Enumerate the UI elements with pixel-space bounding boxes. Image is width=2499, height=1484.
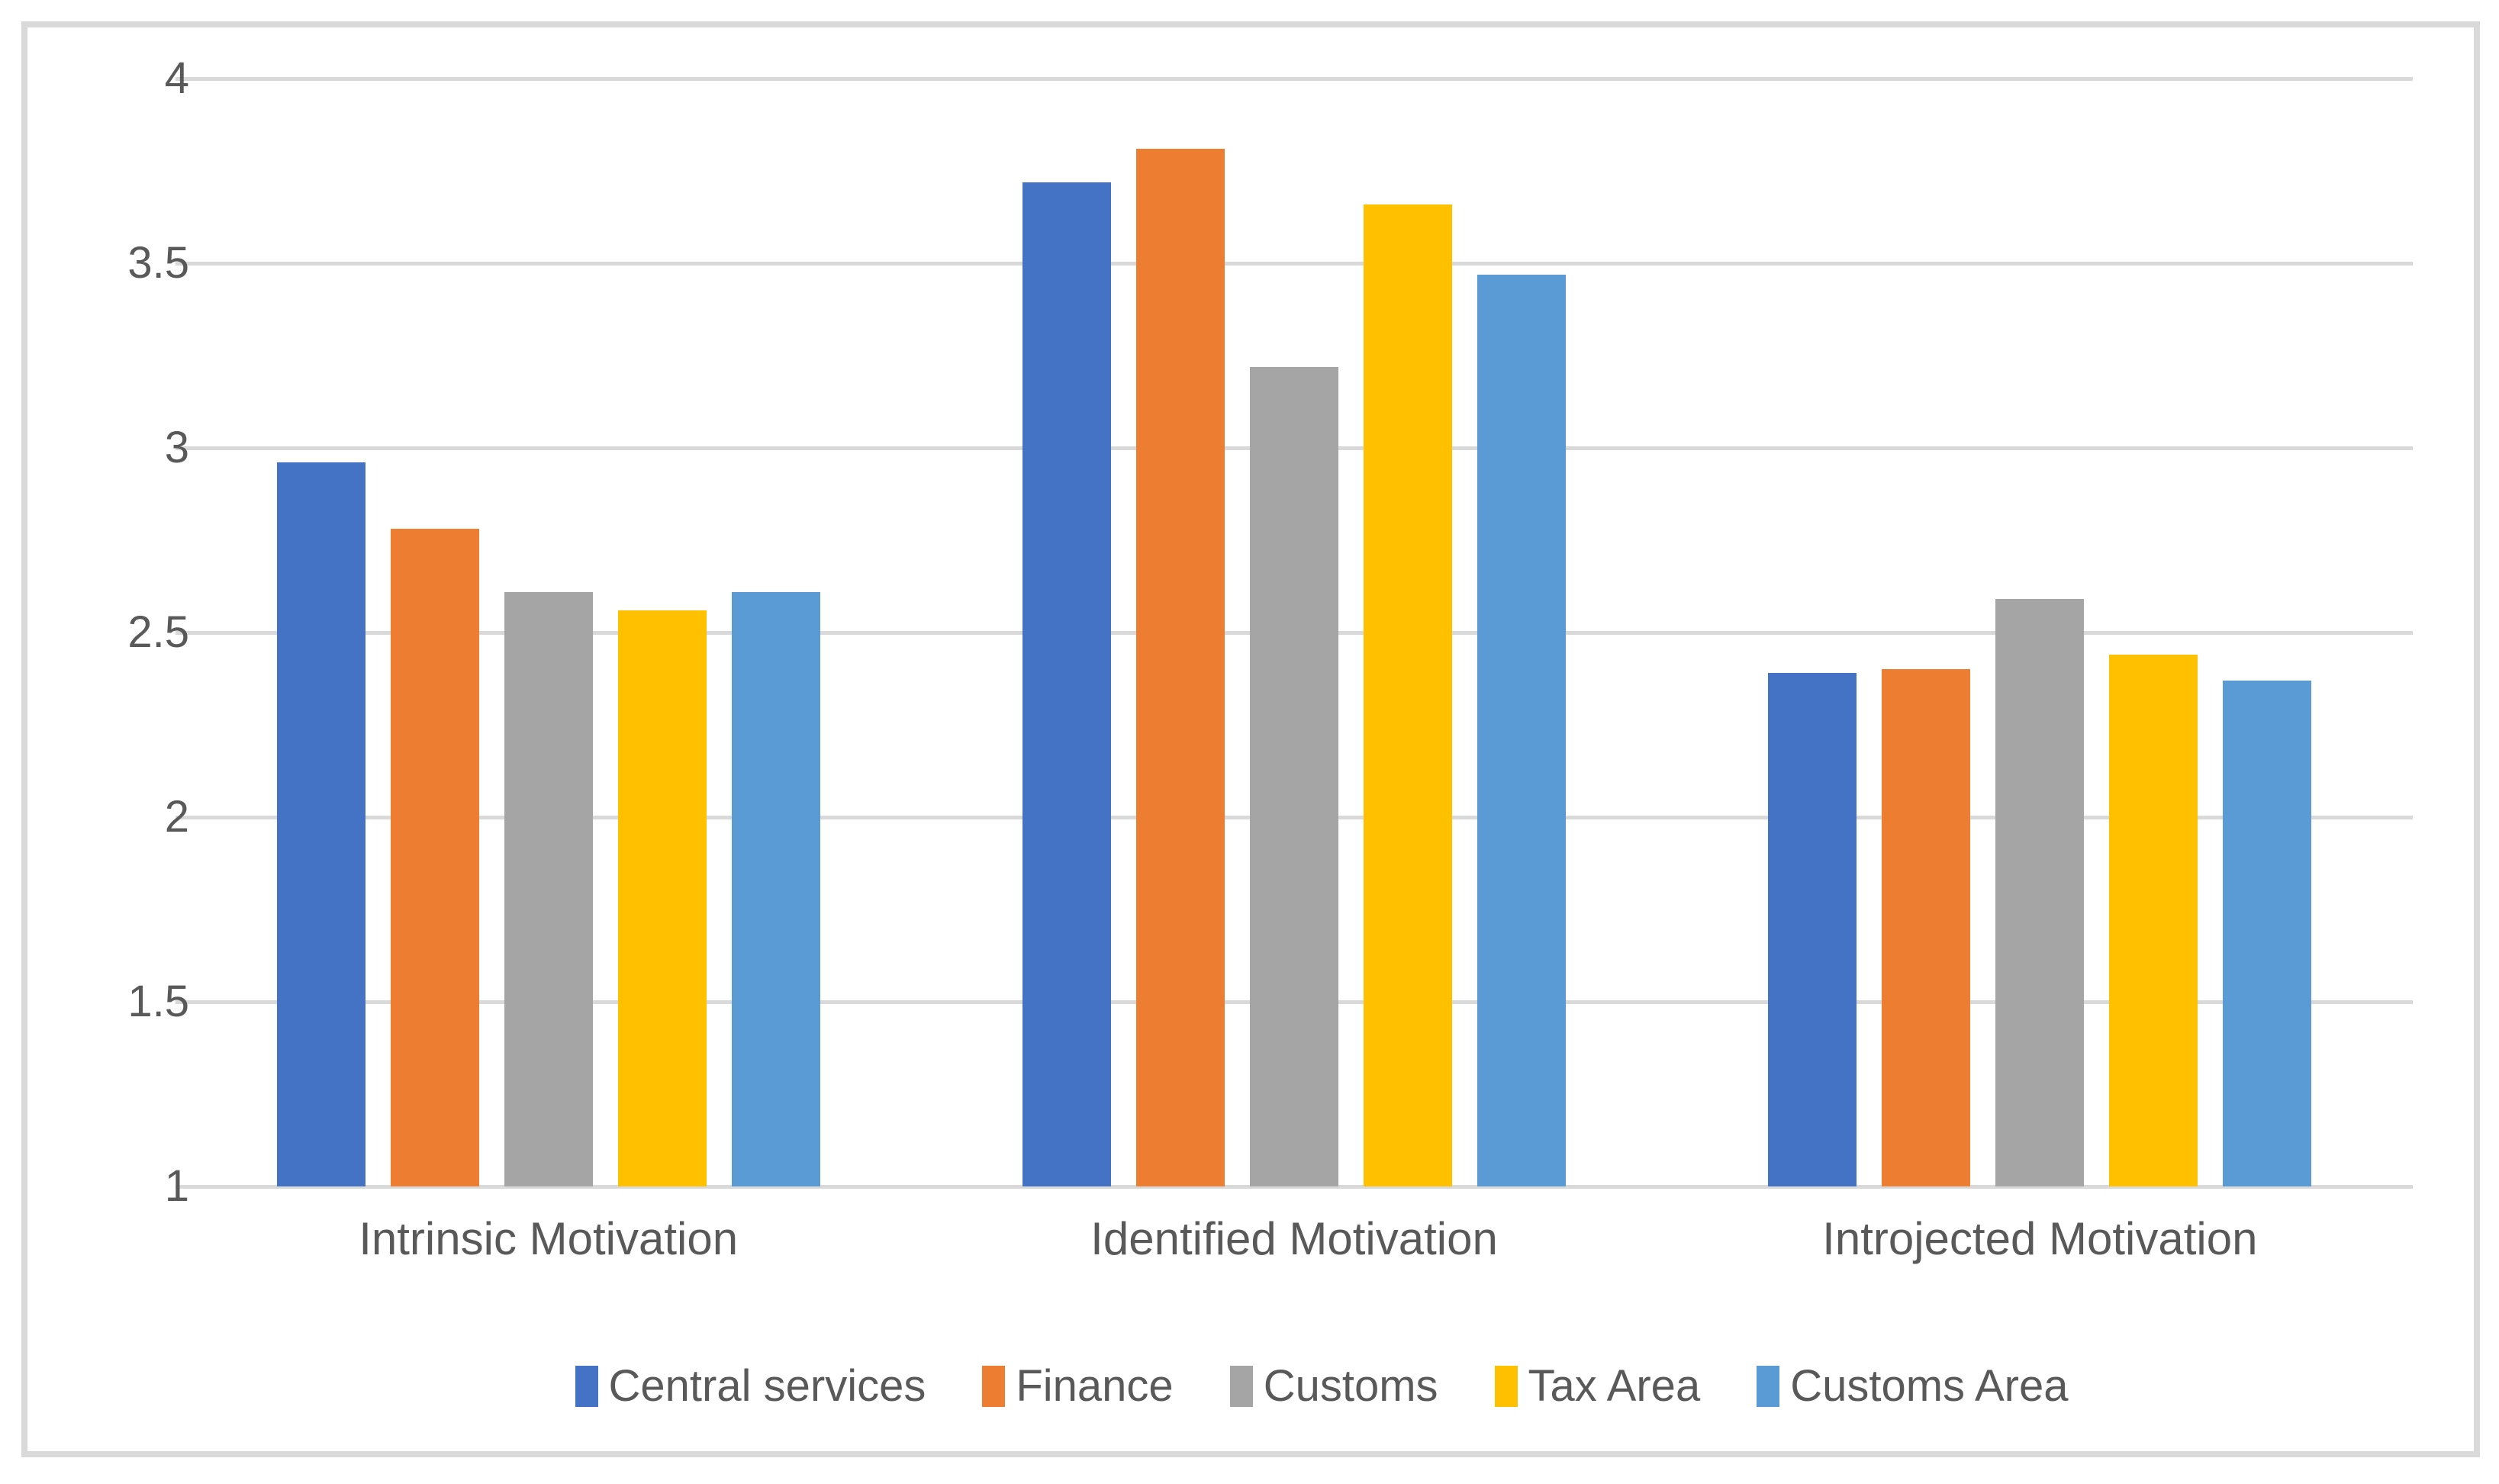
legend-label: Finance xyxy=(1016,1361,1174,1411)
bar xyxy=(1136,148,1225,1186)
bar xyxy=(1768,673,1857,1186)
legend-marker-icon xyxy=(575,1366,598,1407)
y-axis-tick-label: 2.5 xyxy=(127,607,189,657)
y-axis-tick-label: 2 xyxy=(164,792,189,842)
legend-item: Customs Area xyxy=(1757,1364,2068,1408)
legend-label: Customs xyxy=(1263,1361,1438,1411)
y-axis-tick-label: 4 xyxy=(164,53,189,103)
legend-marker-icon xyxy=(1229,1366,1253,1407)
bar xyxy=(276,462,366,1186)
legend-item: Customs xyxy=(1229,1361,1438,1411)
chart-card: 4 3.5 3 2.5 2 1.5 1 Intrinsic Motivation Identi… xyxy=(21,21,2480,1457)
bar xyxy=(2223,680,2312,1186)
bar xyxy=(504,591,593,1186)
legend-item: Central services xyxy=(575,1364,926,1408)
bar xyxy=(2109,655,2198,1186)
legend-marker-icon xyxy=(982,1366,1006,1407)
legend-label: Tax Area xyxy=(1528,1361,1701,1411)
gridline xyxy=(176,77,2413,81)
x-axis-category-label: Intrinsic Motivation xyxy=(359,1213,739,1264)
bar xyxy=(390,529,479,1186)
x-axis-category-label: Introjected Motivation xyxy=(1822,1213,2258,1264)
y-axis-tick-label: 1.5 xyxy=(127,977,189,1026)
legend-item: Finance xyxy=(982,1361,1174,1411)
bar xyxy=(1364,204,1452,1186)
legend-item: Tax Area xyxy=(1494,1361,1701,1411)
y-axis-tick-label: 3 xyxy=(164,423,189,472)
bar xyxy=(617,610,707,1186)
y-axis-tick-label: 1 xyxy=(164,1161,189,1211)
legend-marker-icon xyxy=(1494,1366,1518,1407)
legend-label: Customs Area xyxy=(1790,1361,2069,1411)
bar xyxy=(1882,669,1971,1186)
x-axis-category-label: Identified Motivation xyxy=(1090,1213,1498,1264)
legend: Central services Finance Customs Tax Area Cu… xyxy=(203,1364,2440,1408)
gridline xyxy=(176,262,2413,266)
bar xyxy=(1477,274,1566,1186)
bar xyxy=(1250,366,1338,1186)
legend-label: Central services xyxy=(608,1361,926,1411)
legend-marker-icon xyxy=(1757,1366,1780,1407)
y-axis-tick-label: 3.5 xyxy=(127,238,189,288)
bar xyxy=(731,591,820,1186)
gridline xyxy=(176,1185,2413,1189)
bar xyxy=(1995,599,2085,1186)
bar xyxy=(1022,182,1111,1186)
